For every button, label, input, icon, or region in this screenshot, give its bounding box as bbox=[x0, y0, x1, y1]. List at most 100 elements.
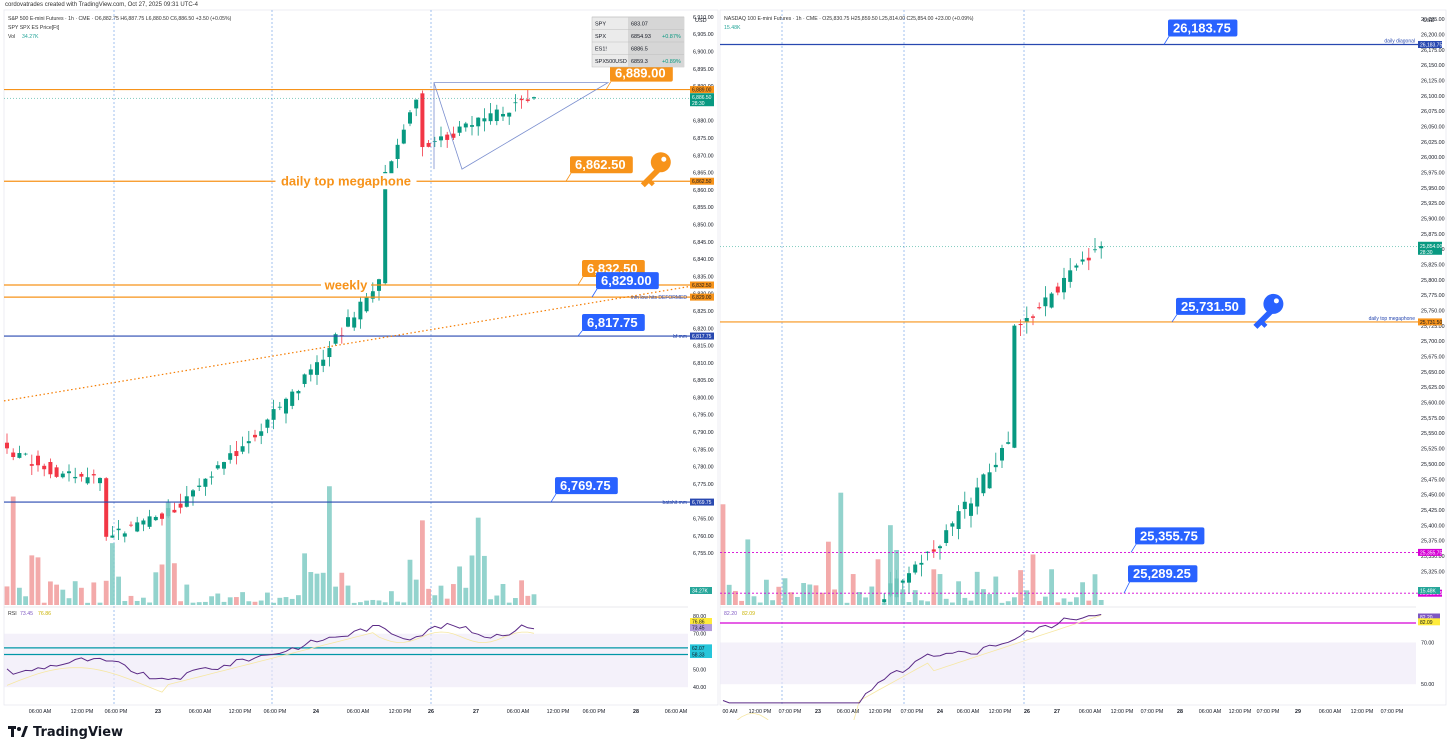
candle-body bbox=[1037, 307, 1042, 309]
volume-bar bbox=[912, 590, 918, 605]
candle-body bbox=[969, 503, 973, 516]
key-icon-head bbox=[650, 152, 671, 173]
volume-bar bbox=[788, 592, 794, 605]
price-tick-label: 25,575.00 bbox=[1421, 416, 1445, 422]
watermark: cordovatrades created with TradingView.c… bbox=[5, 2, 198, 8]
candle-body bbox=[439, 136, 443, 141]
volume-bar bbox=[153, 572, 159, 605]
key-icon-blade bbox=[640, 169, 661, 188]
rsi-tick-label: 70.00 bbox=[693, 632, 706, 638]
candle-body bbox=[246, 441, 251, 444]
level-text-bg bbox=[321, 277, 371, 294]
candle-body bbox=[104, 478, 109, 537]
candle-body bbox=[333, 334, 338, 344]
time-tick-label: 12:00 PM bbox=[71, 709, 94, 715]
countdown-text: 28:30 bbox=[692, 101, 705, 107]
candle-body bbox=[358, 301, 363, 320]
level-axis-badge bbox=[690, 86, 714, 94]
volume-bar bbox=[413, 579, 419, 605]
candle-body bbox=[327, 348, 332, 358]
chart-canvas[interactable]: S&P 500 E-mini Futures · 1h · CME · O6,8… bbox=[0, 0, 1456, 720]
volume-bar bbox=[906, 602, 912, 605]
volume-bar bbox=[801, 583, 806, 605]
volume-value: 15.48K bbox=[724, 25, 741, 31]
level-axis-badge-text: 6,832.50 bbox=[692, 283, 712, 289]
price-tick-label: 25,475.00 bbox=[1421, 477, 1445, 483]
time-tick-label: 27 bbox=[1054, 709, 1060, 715]
volume-bar bbox=[97, 602, 103, 605]
volume-bar bbox=[739, 600, 744, 605]
volume-bar bbox=[770, 600, 775, 605]
volume-bar bbox=[128, 595, 134, 605]
candle-body bbox=[321, 359, 326, 366]
last-price-text: 25,854.00 bbox=[1420, 244, 1442, 250]
level-axis-badge bbox=[1418, 548, 1442, 556]
price-tick-label: 6,815.00 bbox=[693, 344, 714, 350]
volume-bar bbox=[265, 592, 270, 605]
callout-box bbox=[596, 272, 659, 290]
volume-bar bbox=[10, 496, 16, 605]
time-tick-label: 06:00 PM bbox=[264, 709, 287, 715]
callout-label: 25,289.25 bbox=[1133, 566, 1191, 581]
price-tick-label: 6,755.00 bbox=[693, 551, 714, 557]
volume-bar bbox=[968, 600, 974, 605]
candle-body bbox=[271, 409, 276, 420]
volume-bar bbox=[451, 584, 456, 605]
rsi-tick-label: 50.00 bbox=[1421, 682, 1434, 688]
candle-body bbox=[284, 398, 288, 414]
price-tick-label: 25,600.00 bbox=[1421, 401, 1445, 407]
level-axis-badge-text: 25,289.25 bbox=[1420, 591, 1442, 597]
candle-body bbox=[457, 126, 462, 133]
volume-bar bbox=[79, 587, 84, 605]
callout-box bbox=[610, 64, 673, 82]
price-tick-label: 6,850.00 bbox=[693, 222, 714, 228]
volume-bar bbox=[863, 597, 868, 605]
volume-bar bbox=[850, 574, 856, 605]
time-tick-label: 23 bbox=[155, 709, 161, 715]
volume-bar bbox=[296, 595, 301, 605]
volume-bar bbox=[196, 602, 202, 605]
level-axis-badge bbox=[690, 498, 714, 506]
candle-body bbox=[993, 464, 998, 468]
volume-bar bbox=[221, 601, 227, 605]
volume-bar bbox=[345, 585, 351, 605]
candle-body bbox=[944, 530, 949, 544]
price-tick-label: 25,650.00 bbox=[1421, 370, 1445, 376]
time-tick-label: 24 bbox=[937, 709, 943, 715]
rsi-ma-value: 76.86 bbox=[38, 611, 51, 617]
candle-body bbox=[1006, 442, 1011, 444]
level-line-label: batshit mm bbox=[663, 500, 687, 506]
candle-body bbox=[203, 478, 208, 487]
chart-panel-2: NASDAQ 100 E-mini Futures · 1h · CME · O… bbox=[719, 9, 1447, 720]
time-tick-label: 12:00 PM bbox=[749, 709, 772, 715]
candle-body bbox=[1000, 448, 1004, 461]
volume-bar bbox=[1074, 597, 1079, 605]
footer-brand: TradingView bbox=[33, 724, 124, 740]
candle-body bbox=[85, 477, 90, 484]
level-line-label: bf mm bbox=[673, 334, 687, 340]
countdown-text: 28:30 bbox=[1420, 250, 1433, 256]
candle-body bbox=[938, 546, 942, 549]
candle-body bbox=[29, 464, 34, 466]
volume-bar bbox=[85, 602, 90, 605]
volume-axis-badge bbox=[1418, 587, 1440, 594]
price-tick-label: 6,905.00 bbox=[693, 32, 714, 38]
time-tick-label: 07:00 PM bbox=[901, 709, 924, 715]
volume-bar bbox=[339, 572, 345, 605]
chart-panel-1: S&P 500 E-mini Futures · 1h · CME · O6,8… bbox=[3, 9, 719, 715]
volume-bar bbox=[894, 549, 899, 605]
volume-bar bbox=[395, 601, 400, 605]
candle-body bbox=[91, 474, 96, 476]
symbol-header: S&P 500 E-mini Futures · 1h · CME · O6,8… bbox=[8, 16, 232, 22]
candle-body bbox=[60, 473, 65, 478]
volume-bar bbox=[48, 581, 53, 605]
volume-bar bbox=[246, 601, 252, 605]
time-tick-label: 06:00 AM bbox=[1079, 709, 1101, 715]
comparison-symbol: ES1! bbox=[595, 47, 607, 53]
symbol-header: NASDAQ 100 E-mini Futures · 1h · CME · O… bbox=[724, 16, 974, 22]
candle-body bbox=[1043, 297, 1048, 307]
time-tick-label: 06:00 AM bbox=[837, 709, 859, 715]
candle-body bbox=[141, 520, 146, 525]
volume-bar bbox=[844, 602, 850, 605]
volume-bar bbox=[1012, 597, 1017, 605]
